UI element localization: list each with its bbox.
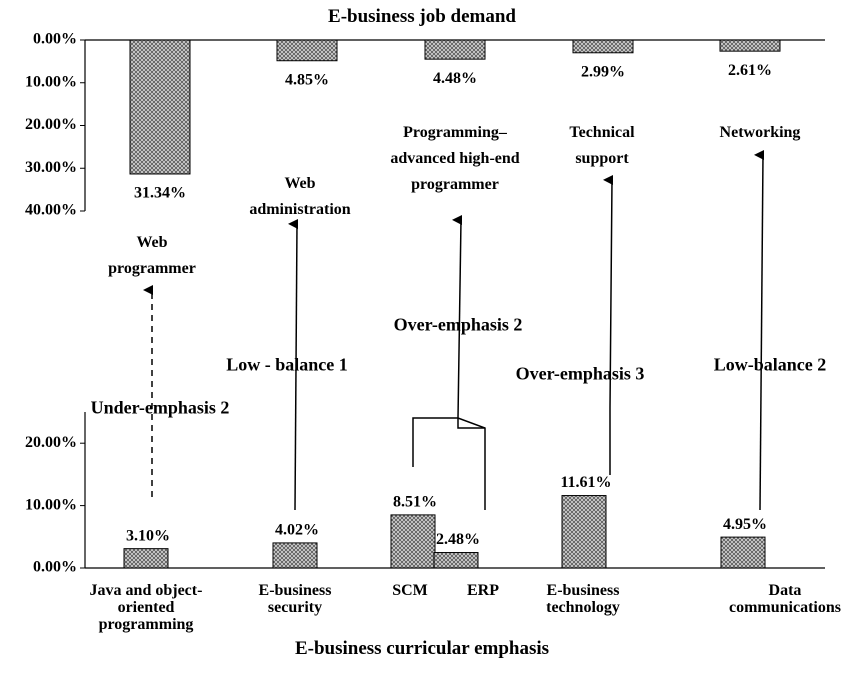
bar: [719, 39, 781, 52]
bar: [561, 495, 607, 569]
y-tick-label: 30.00%: [25, 159, 77, 176]
arrow: [754, 150, 765, 511]
y-tick-label: 0.00%: [33, 559, 77, 576]
category-label: Data communications: [729, 582, 841, 616]
value-label: 4.02%: [275, 522, 319, 539]
arrow: [288, 219, 299, 511]
category-label: Programming– advanced high-end programme…: [390, 124, 520, 193]
y-tick-label: 10.00%: [25, 73, 77, 90]
bar: [720, 536, 766, 569]
value-label: 2.48%: [436, 531, 480, 548]
bar: [129, 39, 191, 175]
bar: [424, 39, 486, 60]
arrow: [603, 175, 614, 475]
relation-label: Over-emphasis 3: [515, 363, 645, 384]
category-label: ERP: [467, 582, 499, 599]
y-tick-label: 40.00%: [25, 202, 77, 219]
category-label: E-business security: [258, 582, 332, 616]
value-label: 4.85%: [285, 71, 329, 88]
value-label: 8.51%: [393, 494, 437, 511]
chart-title: E-business curricular emphasis: [294, 638, 550, 659]
value-label: 4.48%: [433, 70, 477, 87]
chart-title: E-business job demand: [328, 6, 516, 27]
category-label: Java and object-oriented programming: [89, 582, 203, 633]
bar: [572, 39, 634, 54]
bracket: [457, 418, 485, 429]
relation-label: Under-emphasis 2: [90, 397, 230, 418]
relation-label: Low-balance 2: [713, 354, 827, 375]
y-tick-label: 0.00%: [33, 31, 77, 48]
y-tick-label: 10.00%: [25, 496, 77, 513]
relation-label: Over-emphasis 2: [393, 314, 523, 335]
y-tick-label: 20.00%: [25, 434, 77, 451]
category-label: SCM: [392, 582, 428, 599]
y-tick-label: 20.00%: [25, 116, 77, 133]
bar: [123, 548, 169, 569]
category-label: Web programmer: [108, 234, 196, 277]
bar: [276, 39, 338, 62]
relation-label: Low - balance 1: [226, 354, 348, 375]
value-label: 3.10%: [126, 527, 170, 544]
arrow: [452, 215, 463, 419]
category-label: Web administration: [249, 175, 351, 218]
category-label: Technical support: [569, 124, 635, 167]
bar: [390, 514, 436, 569]
bar: [272, 542, 318, 569]
value-label: 11.61%: [560, 474, 611, 491]
category-label: E-business technology: [546, 582, 620, 616]
value-label: 4.95%: [723, 516, 767, 533]
value-label: 2.99%: [581, 63, 625, 80]
bar: [433, 552, 479, 569]
category-label: Networking: [719, 124, 801, 141]
value-label: 31.34%: [134, 185, 186, 202]
value-label: 2.61%: [728, 62, 772, 79]
